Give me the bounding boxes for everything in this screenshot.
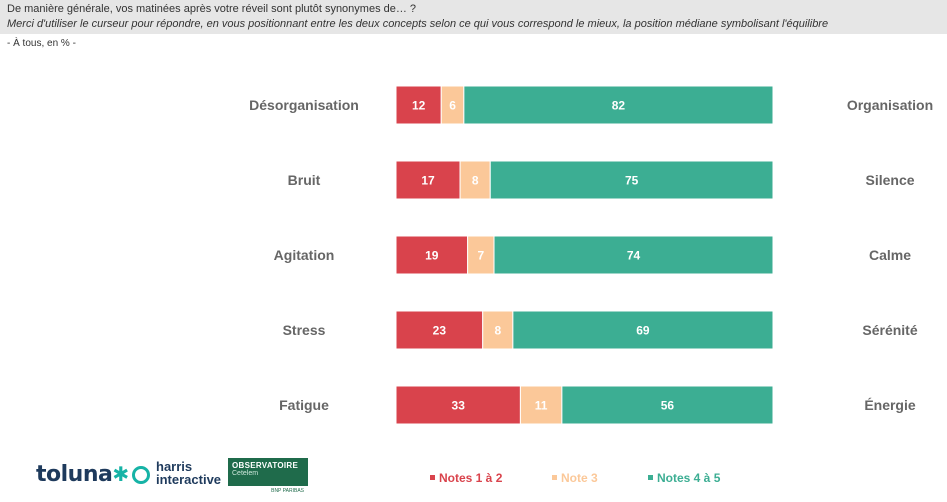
bar-segment: [463, 85, 774, 125]
question-header: De manière générale, vos matinées après …: [0, 0, 947, 34]
bar-value-label: 33: [452, 399, 466, 413]
bar-value-label: 8: [494, 324, 501, 338]
harris-logo-line1: harris: [156, 459, 193, 474]
category-right-label: Calme: [869, 247, 911, 263]
toluna-logo-text: toluna: [36, 462, 113, 487]
category-left-label: Fatigue: [279, 397, 329, 413]
bar-segment: [512, 310, 774, 350]
legend-item-notes-1-2: Notes 1 à 2: [430, 471, 502, 485]
category-right-label: Énergie: [864, 397, 916, 413]
instruction-text: Merci d'utiliser le curseur pour répondr…: [7, 18, 829, 30]
legend-label: Note 3: [561, 471, 598, 485]
bar-value-label: 74: [627, 249, 641, 263]
category-left-label: Agitation: [274, 247, 335, 263]
observatoire-cetelem-logo: OBSERVATOIRE Cetelem BNP PARIBAS: [228, 458, 308, 496]
legend-label: Notes 4 à 5: [657, 471, 721, 485]
category-right-label: Sérénité: [862, 322, 917, 338]
bar-segment: [467, 235, 495, 275]
legend-swatch-icon: [552, 475, 557, 481]
bar-value-label: 12: [412, 99, 426, 113]
observatoire-foot: BNP PARIBAS: [228, 486, 308, 496]
legend-item-notes-4-5: Notes 4 à 5: [648, 471, 720, 485]
legend-swatch-icon: [648, 475, 653, 481]
toluna-logo: toluna✱: [36, 462, 129, 487]
bar-value-label: 75: [625, 174, 639, 188]
observatoire-title: OBSERVATOIRE: [232, 461, 299, 470]
bar-value-label: 56: [661, 399, 675, 413]
category-left-label: Désorganisation: [249, 97, 359, 113]
category-left-label: Bruit: [288, 172, 321, 188]
bar-segment: [395, 310, 484, 350]
bar-segment: [493, 235, 774, 275]
bar-segment: [489, 160, 774, 200]
legend-label: Notes 1 à 2: [439, 471, 503, 485]
harris-logo-line2: interactive: [156, 472, 222, 487]
category-right-label: Organisation: [847, 97, 933, 113]
base-note: - À tous, en % -: [7, 38, 76, 49]
bar-value-label: 82: [612, 99, 626, 113]
bar-value-label: 23: [433, 324, 447, 338]
toluna-star-icon: ✱: [112, 462, 129, 486]
bar-value-label: 19: [425, 249, 439, 263]
stacked-bar-chart: Désorganisation Organisation 12 6 82 Bruit Sil…: [249, 85, 933, 425]
bar-value-label: 11: [535, 399, 548, 413]
bar-value-label: 69: [636, 324, 650, 338]
bar-segment: [561, 385, 774, 425]
bar-segment: [519, 385, 563, 425]
legend-item-note-3: Note 3: [552, 471, 598, 485]
bar-segment: [395, 385, 521, 425]
bar-value-label: 6: [449, 99, 456, 113]
category-left-label: Stress: [283, 322, 326, 338]
bar-value-label: 7: [477, 249, 484, 263]
harris-ring-icon: [132, 466, 150, 484]
bar-value-label: 17: [421, 174, 435, 188]
observatoire-sub: Cetelem: [232, 470, 259, 477]
category-right-label: Silence: [865, 172, 914, 188]
question-text: De manière générale, vos matinées après …: [7, 3, 417, 15]
legend-swatch-icon: [430, 475, 435, 481]
bar-value-label: 8: [472, 174, 479, 188]
